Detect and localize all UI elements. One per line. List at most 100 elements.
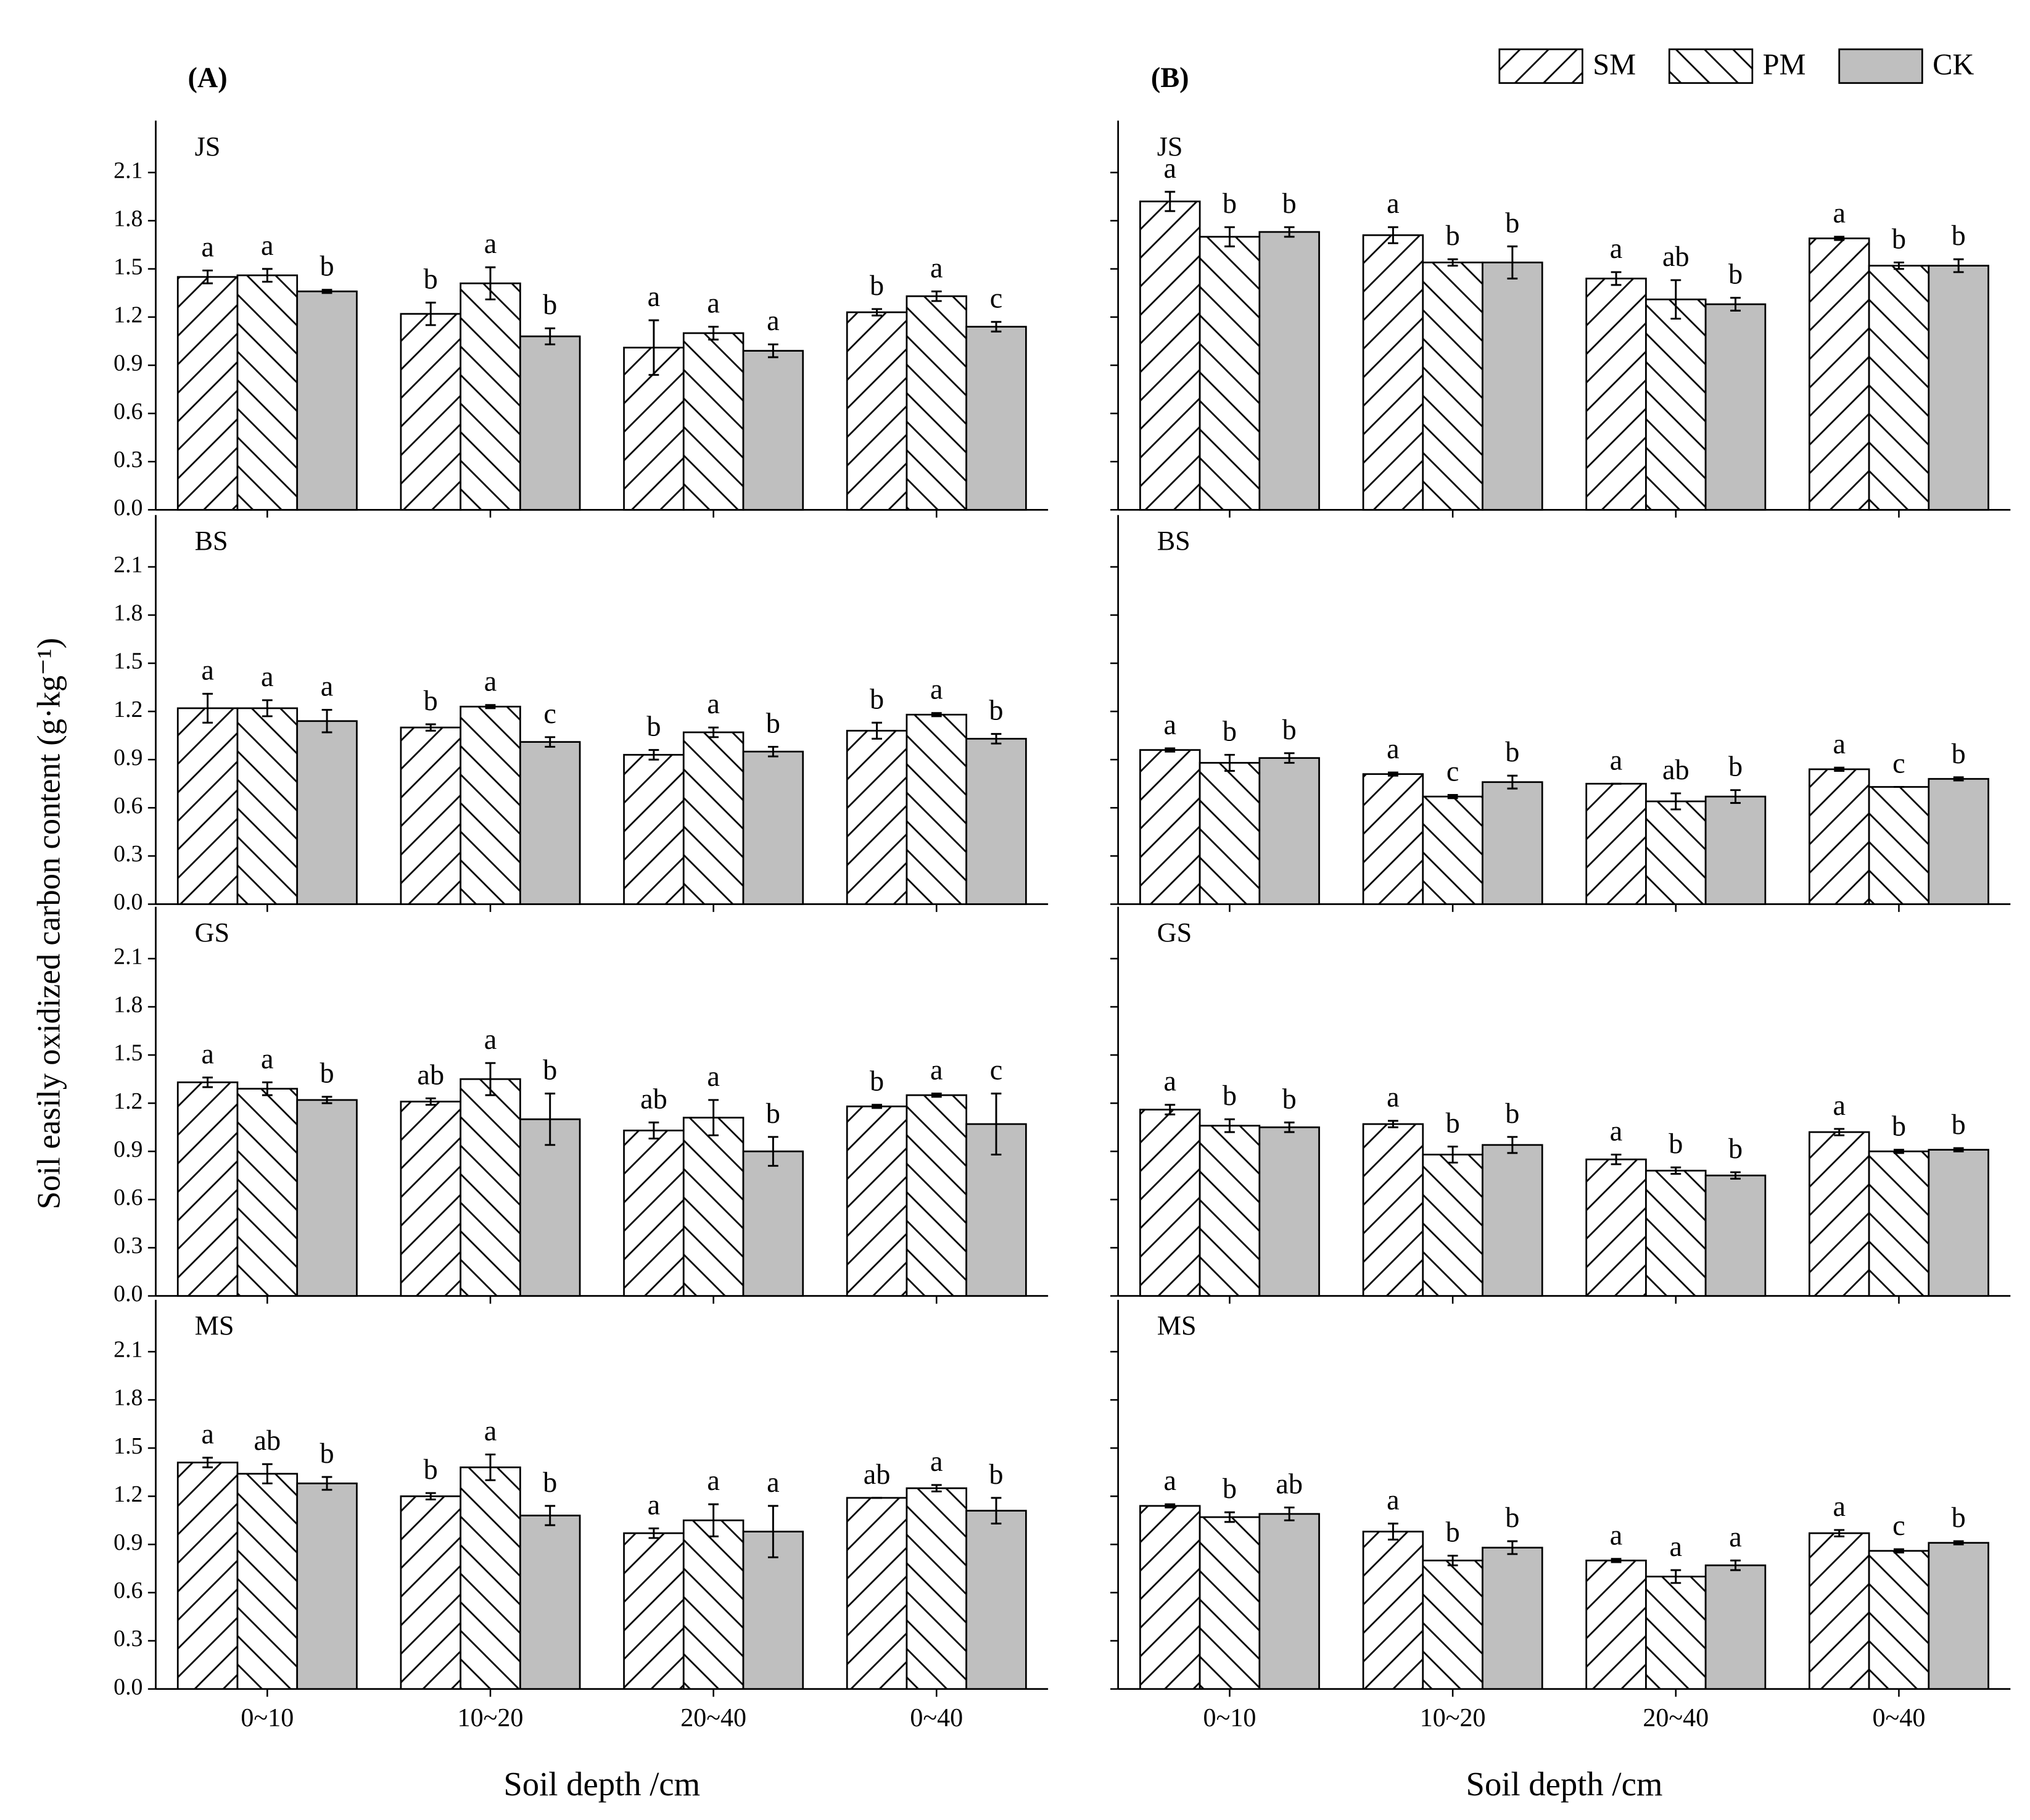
significance-label: ab — [640, 1083, 667, 1115]
error-bar — [872, 308, 882, 316]
significance-label: c — [1892, 748, 1905, 779]
error-bar — [1730, 297, 1741, 312]
significance-label: a — [1833, 729, 1846, 760]
significance-label: a — [1163, 153, 1176, 184]
significance-label: b — [1728, 1133, 1743, 1165]
x-axis-label: Soil depth /cm — [1466, 1765, 1663, 1803]
bar — [1139, 1505, 1201, 1690]
significance-label: b — [1952, 220, 1966, 252]
error-bar — [1284, 226, 1295, 238]
significance-label: a — [930, 1446, 943, 1478]
legend-label: PM — [1763, 48, 1806, 81]
error-bar — [1507, 245, 1518, 279]
bar — [1808, 238, 1870, 511]
significance-label: ab — [864, 1459, 891, 1491]
significance-label: c — [1446, 756, 1459, 787]
error-bar — [321, 709, 332, 734]
bar — [682, 731, 745, 905]
x-tick-label: 10~20 — [458, 1704, 524, 1732]
bar — [846, 1105, 908, 1297]
legend-swatch — [1498, 48, 1583, 84]
error-bar — [1730, 1559, 1741, 1571]
y-tick-label: 1.2 — [113, 302, 142, 328]
bar — [682, 1117, 745, 1297]
error-bar — [1284, 752, 1295, 764]
error-bar — [1224, 1511, 1235, 1523]
bar — [1645, 298, 1707, 511]
error-bar — [425, 723, 436, 732]
error-bar — [1165, 747, 1176, 753]
significance-label: a — [1163, 1066, 1176, 1098]
error-bar — [485, 704, 496, 709]
significance-label: a — [1729, 1521, 1742, 1553]
error-bar — [1611, 1153, 1622, 1165]
significance-label: b — [424, 263, 438, 295]
significance-label: a — [1610, 745, 1623, 776]
bar — [1362, 1531, 1424, 1690]
error-bar — [991, 733, 1002, 745]
significance-label: b — [320, 1438, 334, 1470]
bar — [1139, 749, 1201, 905]
significance-label: c — [543, 698, 556, 730]
significance-label: a — [1833, 198, 1846, 230]
significance-label: ab — [1662, 241, 1690, 273]
legend-label: SM — [1593, 48, 1636, 81]
y-tick-label: 2.1 — [113, 944, 142, 970]
error-bar — [321, 1096, 332, 1104]
significance-label: a — [484, 228, 497, 260]
significance-label: b — [1505, 1098, 1519, 1130]
bar — [1928, 1149, 1989, 1297]
significance-label: b — [1282, 714, 1297, 746]
bar — [742, 750, 804, 905]
significance-label: b — [424, 685, 438, 717]
bar — [1868, 786, 1930, 905]
significance-label: a — [767, 305, 780, 337]
significance-label: a — [930, 674, 943, 706]
bar — [1704, 1174, 1767, 1297]
bar — [1808, 1131, 1870, 1297]
error-bar — [485, 1454, 496, 1481]
significance-label: b — [543, 1054, 557, 1086]
bar — [1362, 234, 1424, 511]
error-bar — [648, 1527, 659, 1539]
y-tick-label: 1.8 — [113, 992, 142, 1018]
significance-label: b — [424, 1454, 438, 1486]
bar — [400, 313, 461, 511]
bar — [906, 1487, 968, 1690]
x-tick-label: 10~20 — [1420, 1704, 1486, 1732]
significance-label: b — [646, 711, 661, 743]
bar — [176, 1462, 239, 1690]
bar — [742, 350, 804, 511]
y-tick-label: 0.6 — [113, 399, 142, 424]
bar — [1199, 1125, 1261, 1297]
y-tick-label: 0.6 — [113, 793, 142, 819]
bar — [1868, 265, 1930, 511]
y-tick-label: 1.5 — [113, 254, 142, 280]
bar — [519, 1515, 581, 1690]
bar — [296, 720, 358, 905]
error-bar — [872, 721, 882, 740]
error-bar — [1388, 226, 1398, 244]
bar — [176, 1081, 239, 1297]
bar — [296, 1099, 358, 1297]
error-bar — [872, 1104, 882, 1109]
bar — [460, 282, 521, 511]
x-tick-label: 0~10 — [1203, 1704, 1256, 1732]
bar — [460, 1466, 521, 1690]
y-tick-label: 0.0 — [113, 1674, 142, 1700]
y-tick-label: 1.2 — [113, 1088, 142, 1114]
significance-label: b — [1892, 1111, 1906, 1143]
significance-label: b — [543, 289, 557, 321]
bar — [1928, 265, 1989, 511]
y-tick-label: 0.0 — [113, 495, 142, 521]
bar — [1258, 1513, 1320, 1690]
significance-label: b — [870, 270, 884, 302]
bar — [1422, 795, 1483, 905]
error-bar — [425, 1492, 436, 1500]
error-bar — [931, 1093, 942, 1098]
error-bar — [545, 1505, 556, 1526]
significance-label: a — [261, 661, 274, 693]
significance-label: a — [1387, 188, 1400, 220]
y-tick-label: 0.9 — [113, 350, 142, 376]
significance-label: a — [484, 1416, 497, 1447]
